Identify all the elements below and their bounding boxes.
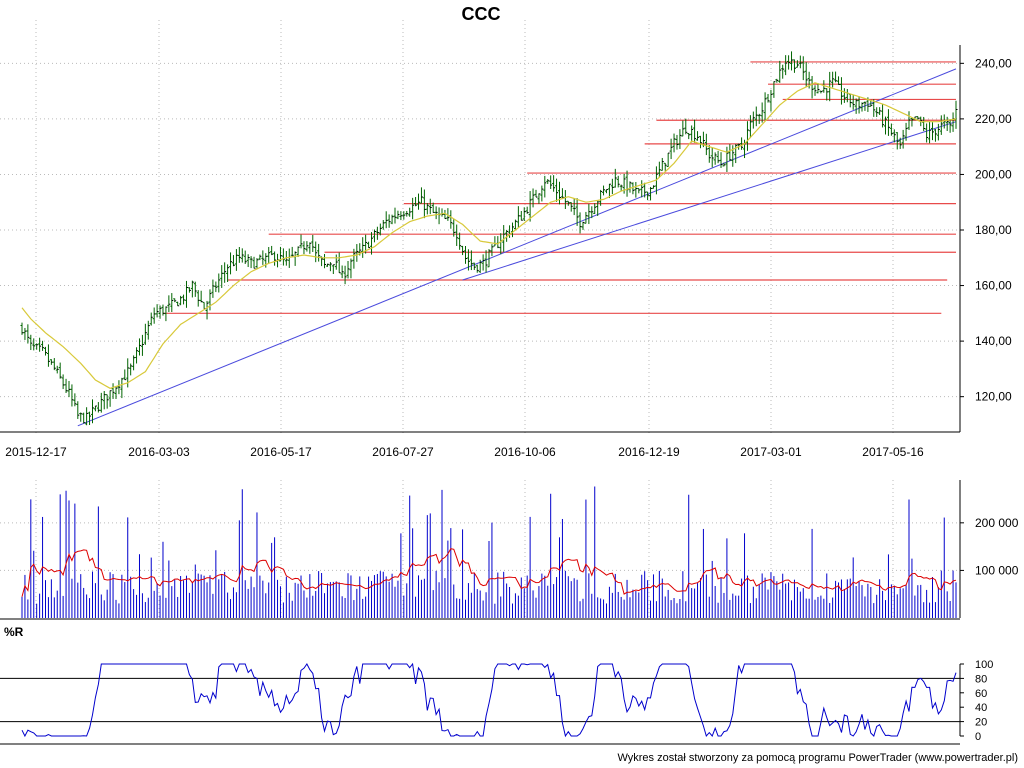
volume-y-tick-label: 200 000 <box>975 516 1019 530</box>
williams-r-line <box>21 662 957 738</box>
volume-grid <box>0 480 961 620</box>
williams-r-reference-lines <box>0 664 961 745</box>
williams-r-y-tick-label: 100 <box>975 659 993 671</box>
chart-title: CCC <box>462 4 501 24</box>
date-tick-label: 2017-05-16 <box>862 445 924 459</box>
date-tick-label: 2016-05-17 <box>250 445 312 459</box>
price-y-tick-label: 200,00 <box>975 167 1012 181</box>
candlesticks <box>20 51 958 426</box>
trendline <box>77 68 957 427</box>
price-y-tick-label: 140,00 <box>975 334 1012 348</box>
price-y-tick-label: 240,00 <box>975 56 1012 70</box>
williams-r-y-tick-label: 40 <box>975 702 987 714</box>
williams-r-y-tick-label: 80 <box>975 673 987 685</box>
moving-average-line <box>21 82 957 389</box>
volume-bars <box>21 486 957 618</box>
price-y-tick-label: 220,00 <box>975 112 1012 126</box>
trendline <box>462 121 957 281</box>
date-tick-label: 2016-12-19 <box>618 445 680 459</box>
williams-r-y-axis: 0 20 40 60 80 100 <box>960 659 993 743</box>
williams-r-y-tick-label: 0 <box>975 731 981 743</box>
price-y-axis: 120,00 140,00 160,00 180,00 200,00 220,00 240,… <box>960 56 1012 404</box>
price-y-tick-label: 180,00 <box>975 223 1012 237</box>
date-tick-label: 2016-03-03 <box>128 445 190 459</box>
price-y-tick-label: 160,00 <box>975 279 1012 293</box>
support-trendlines <box>77 68 957 427</box>
powertrader-credit: Wykres został stworzony za pomocą progra… <box>617 752 1018 764</box>
price-y-tick-label: 120,00 <box>975 390 1012 404</box>
date-tick-label: 2017-03-01 <box>740 445 802 459</box>
volume-average-line <box>21 548 957 597</box>
volume-y-axis: 100 000 200 000 <box>960 516 1019 577</box>
volume-y-tick-label: 100 000 <box>975 563 1019 577</box>
williams-r-label: %R <box>4 625 24 639</box>
date-tick-label: 2016-07-27 <box>372 445 434 459</box>
date-tick-label: 2015-12-17 <box>5 445 67 459</box>
date-x-axis: 2015-12-17 2016-03-03 2016-05-17 2016-07-27… <box>5 445 924 459</box>
williams-r-y-tick-label: 60 <box>975 688 987 700</box>
price-grid <box>0 20 961 435</box>
williams-r-y-tick-label: 20 <box>975 717 987 729</box>
date-tick-label: 2016-10-06 <box>494 445 556 459</box>
